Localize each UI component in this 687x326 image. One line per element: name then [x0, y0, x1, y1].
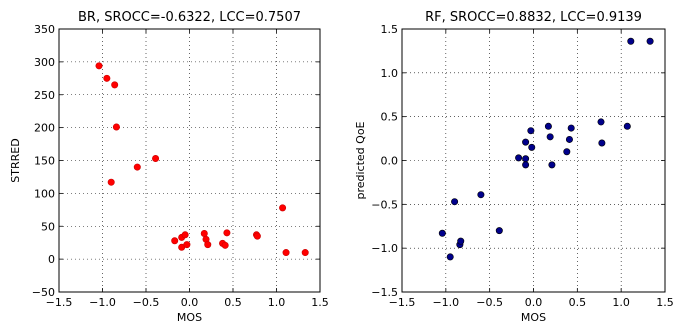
data-point	[646, 37, 654, 45]
axes-frame	[58, 28, 321, 293]
data-point	[567, 124, 575, 132]
data-point	[95, 62, 103, 70]
data-point	[597, 118, 605, 126]
plot-area	[402, 29, 665, 292]
x-tick-label: −1.0	[89, 296, 116, 309]
data-point	[301, 249, 309, 257]
data-point	[451, 198, 459, 206]
x-tick-label: 0.5	[569, 296, 587, 309]
x-tick-label: 0.5	[224, 296, 242, 309]
chart-title: BR, SROCC=-0.6322, LCC=0.7507	[78, 10, 301, 25]
y-axis-label: predicted QoE	[354, 121, 367, 199]
y-axis-label: STRRED	[9, 138, 22, 182]
data-point	[107, 178, 115, 186]
x-tick-label: 0.0	[525, 296, 543, 309]
data-point	[171, 237, 179, 245]
x-tick-label: 1.0	[612, 296, 630, 309]
data-point	[623, 122, 631, 130]
data-point	[112, 123, 120, 131]
y-tick-label: 250	[34, 89, 55, 102]
x-tick-label: −0.5	[476, 296, 503, 309]
data-point	[111, 81, 119, 89]
data-point	[221, 241, 229, 249]
data-point	[181, 231, 189, 239]
data-point	[527, 127, 535, 135]
y-tick-label: 0	[48, 253, 55, 266]
data-point	[565, 135, 573, 143]
y-tick-label: −1.5	[371, 286, 398, 299]
axes-frame	[401, 28, 666, 293]
x-axis-label: MOS	[521, 311, 546, 324]
data-point	[477, 191, 485, 199]
data-point	[598, 139, 606, 147]
x-tick-label: −1.0	[432, 296, 459, 309]
data-point	[563, 148, 571, 156]
data-point	[522, 161, 530, 169]
chart-title: RF, SROCC=0.8832, LCC=0.9139	[425, 10, 642, 25]
data-point	[204, 241, 212, 249]
y-tick-label: 1.0	[381, 67, 399, 80]
chart-rf-predicted-qoe: −1.5 −1.0 −0.5 0.0 0.5 1.0 1.5 −1.5 −1.0 −0.5 0.0 0…	[354, 10, 674, 324]
y-tick-label: 300	[34, 56, 55, 69]
x-axis-label: MOS	[177, 311, 202, 324]
x-tick-label: 1.5	[656, 296, 674, 309]
data-point	[515, 154, 523, 162]
plot-area	[59, 29, 320, 292]
y-tick-label: 0.5	[381, 111, 399, 124]
data-point	[152, 155, 160, 163]
y-tick-label: 50	[41, 220, 55, 233]
data-point	[546, 133, 554, 141]
y-tick-label: −50	[32, 286, 55, 299]
data-point	[438, 229, 446, 237]
x-tick-label: −1.5	[46, 296, 73, 309]
data-point	[253, 232, 261, 240]
data-point	[522, 138, 530, 146]
data-point	[528, 143, 536, 151]
chart-br-strred: −1.5 −1.0 −0.5 0.0 0.5 1.0 1.5 −50 0 50 100 150 200 2…	[9, 10, 329, 324]
x-tick-label: −0.5	[133, 296, 160, 309]
x-tick-label: 1.5	[311, 296, 329, 309]
data-point	[200, 229, 208, 237]
y-tick-label: 200	[34, 122, 55, 135]
y-tick-label: 100	[34, 187, 55, 200]
data-point	[223, 229, 231, 237]
data-point	[279, 204, 287, 212]
y-tick-label: 0.0	[381, 155, 399, 168]
y-tick-label: 1.5	[381, 23, 399, 36]
y-tick-label: 150	[34, 155, 55, 168]
x-tick-label: −1.5	[389, 296, 416, 309]
data-point	[495, 227, 503, 235]
data-point	[446, 253, 454, 261]
y-tick-label: −1.0	[371, 242, 398, 255]
x-tick-label: 1.0	[268, 296, 286, 309]
data-point	[548, 161, 556, 169]
x-tick-label: 0.0	[181, 296, 199, 309]
data-point	[627, 37, 635, 45]
data-point	[457, 237, 465, 245]
y-tick-label: 350	[34, 23, 55, 36]
data-point	[282, 249, 290, 257]
data-point	[544, 122, 552, 130]
data-point	[133, 163, 141, 171]
data-point	[522, 155, 530, 163]
data-point	[183, 241, 191, 249]
data-point	[103, 74, 111, 82]
y-tick-label: −0.5	[371, 198, 398, 211]
